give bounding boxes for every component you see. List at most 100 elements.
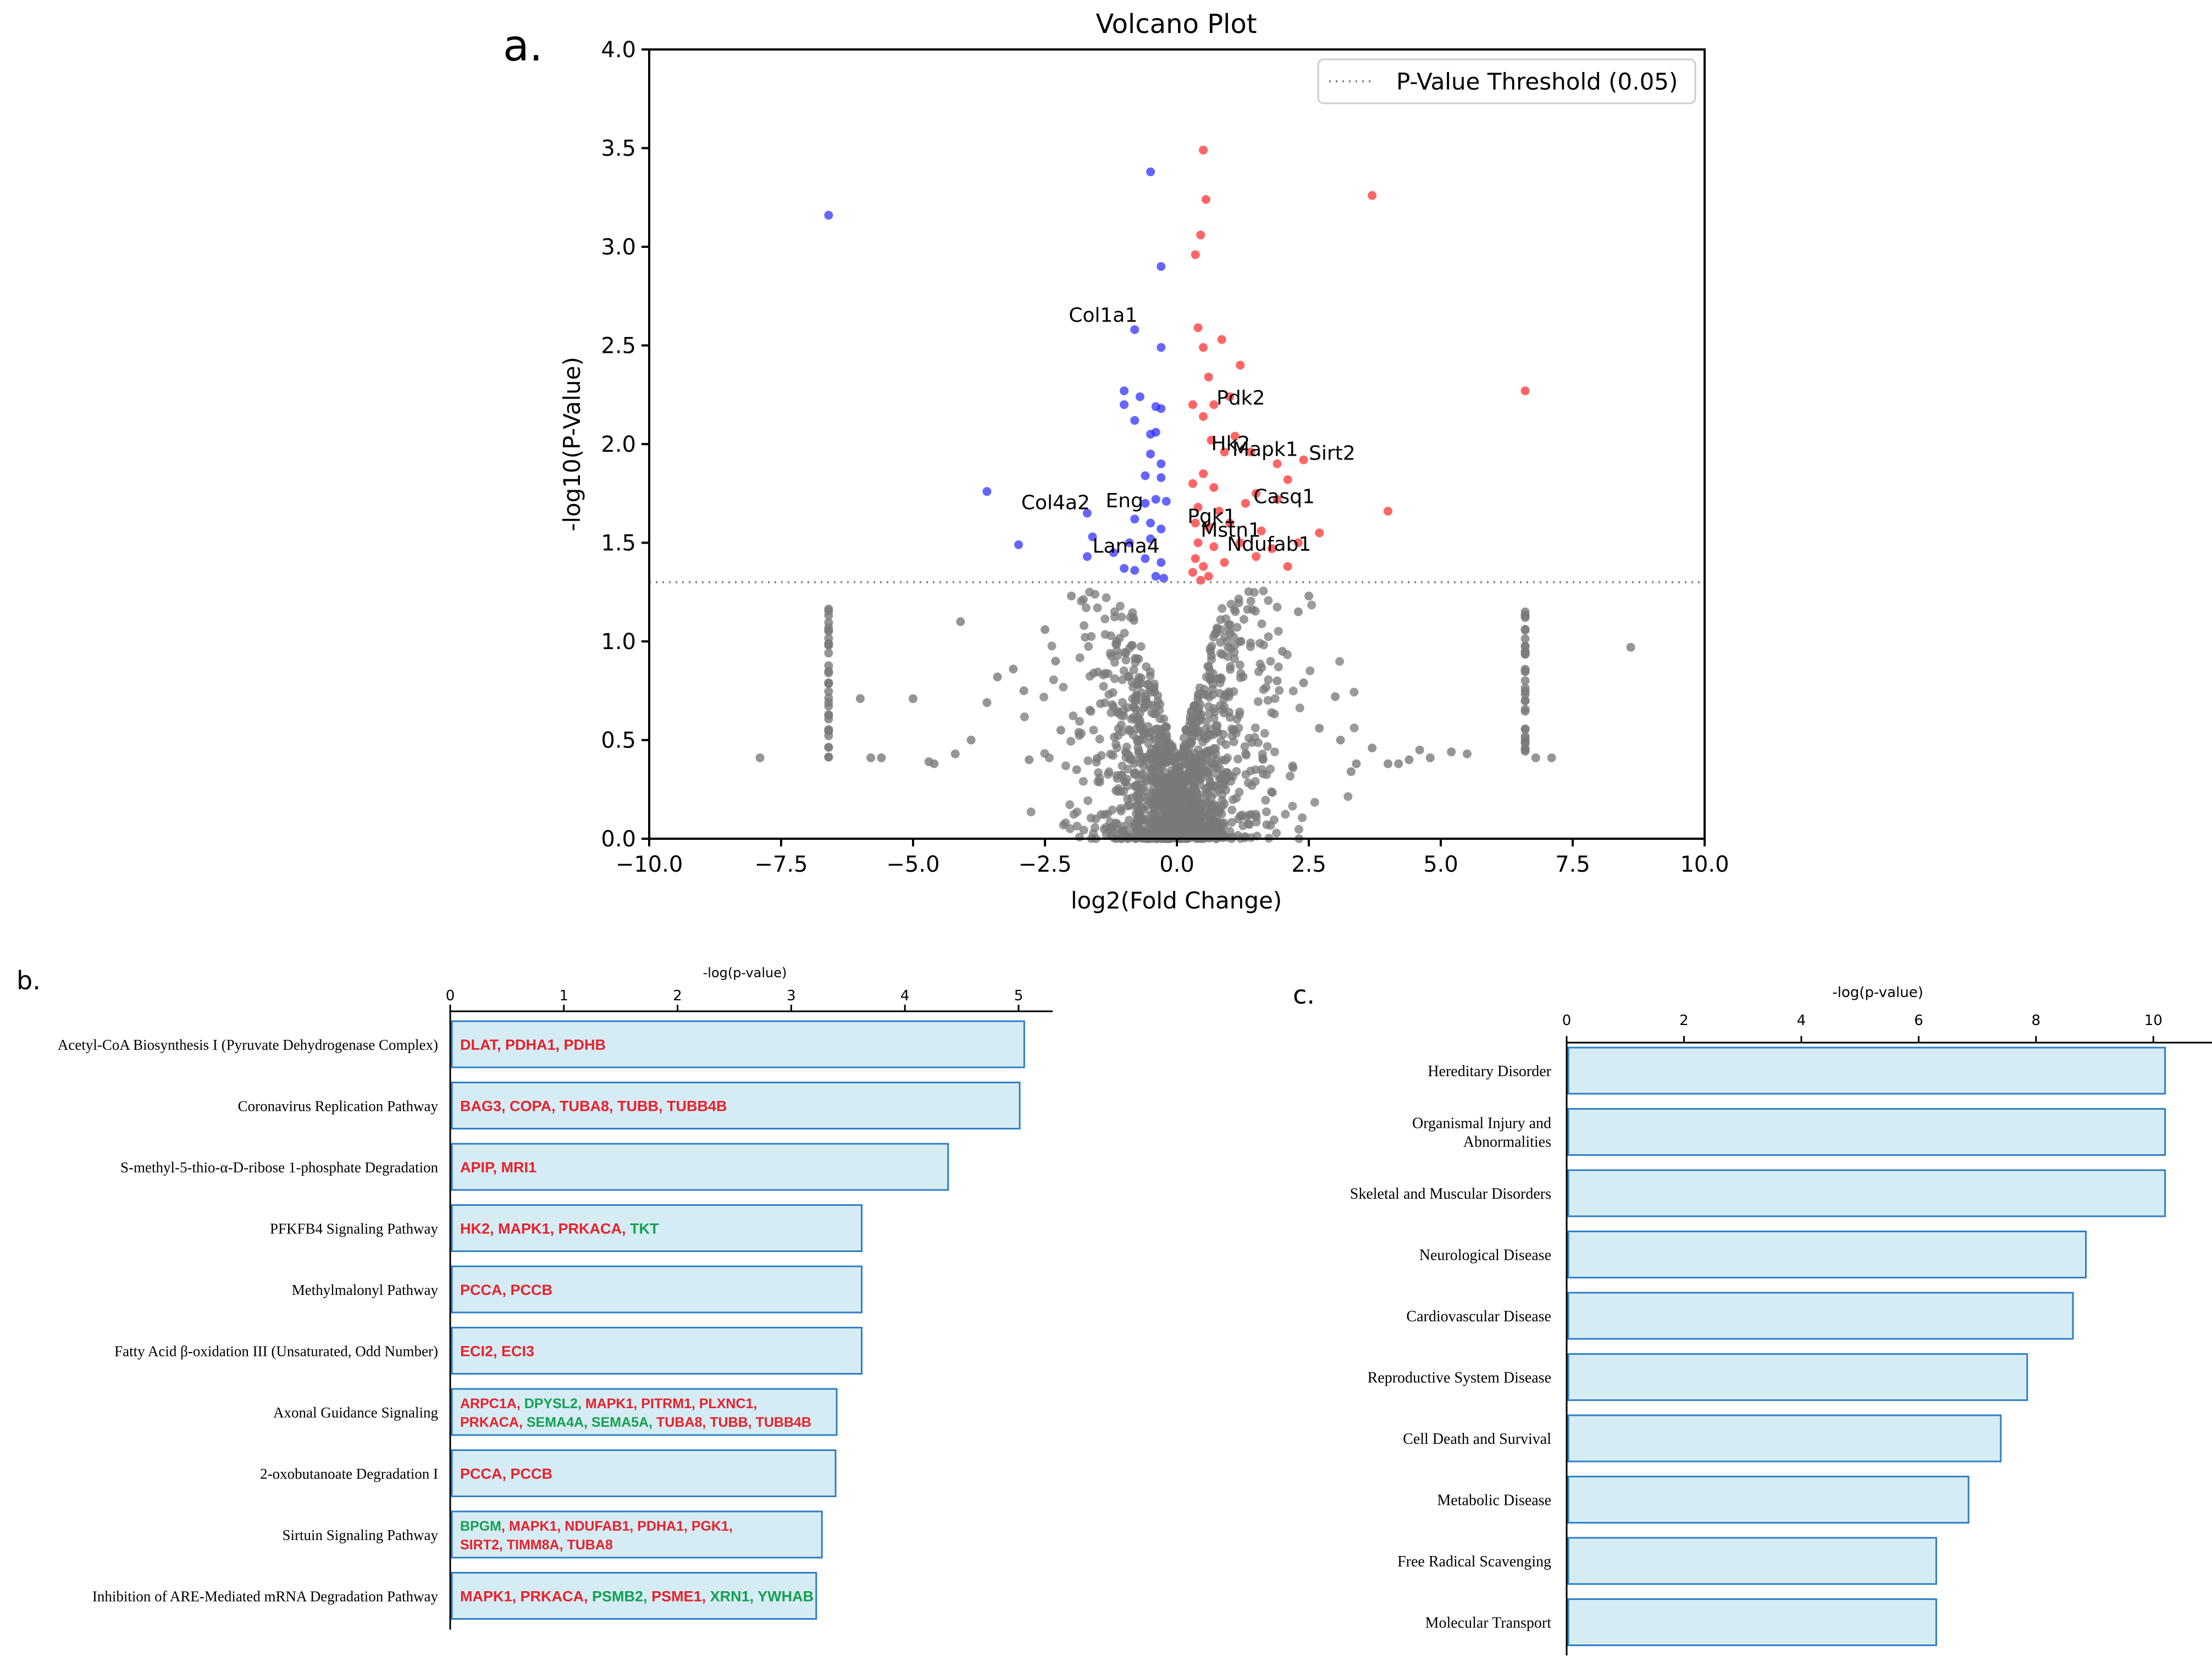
ns-point [1103,669,1113,678]
pathway-bar [451,1082,1021,1129]
gene-segment: BPGM [460,1519,501,1534]
ns-point [824,649,833,658]
gene-segment: , MAPK1, NDUFAB1, PDHA1, PGK1, [501,1519,733,1534]
disease-name: Hereditary Disorder [1428,1063,1551,1080]
ns-point [1051,656,1060,666]
ns-point [1140,702,1149,711]
ns-point [856,694,865,704]
ns-point [1123,765,1132,774]
up-point [1193,323,1203,333]
ns-point [1259,685,1268,694]
up-point [1241,499,1250,508]
x-tick-label: 4 [900,988,910,1004]
ns-point [1257,619,1267,629]
non-significant-points [755,586,1635,843]
gene-list: MAPK1, PRKACA, PSMB2, PSME1, XRN1, YWHAB [460,1588,814,1605]
up-point [1293,538,1303,547]
ns-point [1139,752,1148,762]
x-tick-label: 7.5 [1555,852,1590,877]
down-point [1157,262,1166,271]
ns-point [1259,586,1268,596]
ns-point [1056,725,1065,735]
down-point [1141,499,1150,508]
ns-point [1127,641,1136,650]
gene-segment: BAG3, COPA, TUBA8, TUBB, TUBB4B [460,1098,727,1115]
ns-point [1168,791,1177,800]
ns-point [1220,632,1230,641]
ns-point [1152,773,1161,782]
up-point [1520,386,1530,396]
ns-point [1404,755,1414,765]
ns-point [1162,816,1171,825]
ns-point [1131,768,1140,777]
gene-list: SIRT2, TIMM8A, TUBA8 [460,1537,613,1553]
up-point [1252,489,1260,498]
ns-point [1244,587,1253,596]
ns-point [1020,712,1029,722]
panel-c-label: c. [1293,980,1315,1010]
ns-point [1129,702,1138,712]
gene-list: BAG3, COPA, TUBA8, TUBB, TUBB4B [460,1098,727,1115]
ns-point [1218,796,1227,805]
ns-point [1218,604,1227,613]
gene-segment: ECI2, ECI3 [460,1343,534,1360]
pathway-row: Methylmalonyl Pathway PCCA, PCCB [292,1265,863,1314]
gene-label: Pdk2 [1216,387,1265,409]
ns-point [1253,738,1263,747]
ns-point [1293,607,1303,617]
ns-point [1104,767,1114,777]
down-point [824,211,833,220]
pathway-name: Methylmalonyl Pathway [292,1282,439,1298]
volcano-legend: P-Value Threshold (0.05) [1317,58,1696,104]
disease-name: Abnormalities [1463,1134,1551,1151]
gene-list: ARPC1A, DPYSL2, MAPK1, PITRM1, PLXNC1, [460,1396,757,1411]
ns-point [1139,783,1148,793]
pathway-row: Acetyl-CoA Biosynthesis I (Pyruvate Dehy… [58,1020,1025,1068]
ns-point [1263,696,1273,705]
ns-point [1085,705,1094,715]
ns-point [1352,759,1361,768]
down-point [1088,532,1097,541]
up-point [1209,542,1219,551]
ns-point [950,749,960,758]
up-point [1257,526,1266,535]
ns-point [1520,705,1530,714]
ns-point [1119,666,1129,675]
pathway-name: Inhibition of ARE-Mediated mRNA Degradat… [92,1588,439,1605]
gene-label: Col4a2 [1021,491,1090,514]
pathway-bar [451,1449,837,1497]
ns-point [1123,801,1132,811]
ns-point [1264,675,1273,684]
ns-point [1142,795,1152,805]
ns-point [1266,765,1275,774]
ns-point [1246,766,1256,776]
ns-point [1223,753,1232,762]
ns-point [1190,779,1199,788]
ns-point [1136,817,1145,826]
ns-point [1205,675,1215,685]
pathway-bar [451,1327,863,1375]
ns-point [1087,632,1096,641]
ns-point [1089,668,1098,678]
ns-point [1186,712,1195,722]
up-point [1199,343,1208,352]
ns-point [1059,683,1068,692]
ns-point [1226,600,1236,609]
disease-bar-chart: -log(p-value) 0 2 4 6 8 10 Hereditary Disorde… [1350,984,2212,1655]
down-point [1146,534,1155,544]
ns-point [1520,683,1530,693]
ns-point [1331,692,1340,701]
disease-bar [1567,1046,2166,1095]
downregulated-points [824,167,1171,583]
ns-point [1193,798,1203,807]
ns-point [1110,674,1119,683]
ns-point [824,752,833,762]
x-tick-label: −5.0 [886,852,939,877]
ns-point [1090,823,1099,832]
down-point [1125,538,1134,547]
ns-point [1234,830,1243,840]
ns-point [1258,754,1268,763]
ns-point [1209,704,1219,713]
